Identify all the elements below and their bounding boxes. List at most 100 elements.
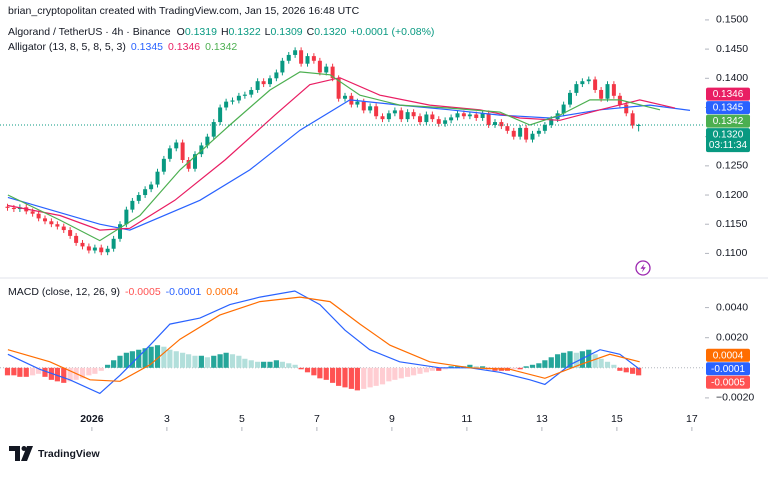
price-tag-label: -0.0001 [711,364,745,375]
price-tag-label: 0.0004 [713,350,744,361]
histogram-bar [555,354,561,368]
brand-logo [9,446,33,461]
candle-body [493,122,497,125]
x-tick-label: 7 [314,413,320,425]
candle-body [299,50,304,64]
histogram-bar [636,367,642,376]
candle-body [524,127,529,140]
candle-body [30,211,35,214]
candle-body [199,145,204,155]
y-tick-label: −0.0020 [716,392,754,404]
histogram-bar [348,367,354,389]
candle-body [361,101,366,111]
histogram-bar [117,355,123,368]
candle-body [599,89,604,99]
histogram-bar [373,367,379,386]
histogram-bar [148,346,154,368]
x-tick-label: 17 [686,413,698,425]
credit: brian_cryptopolitan created with Trading… [8,5,360,17]
candle-body [74,235,79,243]
histogram-bar [92,367,98,374]
candle-body [630,113,635,126]
histogram-bar [623,367,629,373]
histogram-bar [211,355,217,368]
candle-body [443,120,448,124]
histogram-bar [98,367,104,371]
candle-body [167,148,172,159]
x-tick-label: 5 [239,413,245,425]
y-tick-label: 0.1150 [716,218,747,230]
histogram-bar [292,364,298,368]
candle-body [293,50,298,55]
ohlc-value: 0.1319 [185,26,217,38]
candle-body [436,119,441,124]
y-tick-label: 0.1100 [716,247,747,259]
histogram-bar [105,364,111,368]
candle-body [268,78,272,85]
candle-body [392,110,397,114]
candle-body [111,238,116,249]
price-tag [706,114,750,128]
candle-body [636,124,641,126]
candle-body [505,126,510,131]
histogram-bar [298,367,304,370]
brand-name: TradingView [38,448,100,460]
candle-body [355,101,360,105]
candle-body [511,130,516,137]
histogram-bar [311,367,317,376]
candle-body [418,116,422,123]
x-tick-label: 2026 [80,413,104,425]
candle-body [218,107,223,123]
histogram-bar [598,358,604,368]
histogram-bar [573,352,579,368]
histogram-bar [330,367,336,383]
histogram-bar [123,352,129,368]
histogram-bar [36,367,42,374]
ohlc-key: C [307,26,315,38]
candle-body [411,112,416,117]
price-tag [706,375,750,389]
histogram-bar [436,367,442,371]
candle-body [311,56,316,61]
candle-body [5,206,10,208]
candle-body [368,106,373,111]
candle-body [586,79,591,82]
histogram-bar [255,361,261,368]
histogram-bar [198,355,204,368]
histogram-bar [267,361,273,368]
candle-body [480,113,485,118]
candle-body [92,247,97,251]
y-tick-label: 0.1450 [716,43,748,55]
candle-body [624,104,629,114]
histogram-bar [242,358,248,368]
histogram-bar [23,367,29,377]
ohlc-value: 0.1322 [229,26,261,38]
candle-body [68,230,73,236]
histogram-bar [4,367,11,376]
candle-body [568,92,572,105]
histogram-bar [180,352,186,368]
y-tick-label: 0.1250 [716,160,748,172]
indicator-value: 0.1345 [131,41,163,53]
change: +0.0001 (+0.08%) [350,26,434,38]
histogram-bar [604,361,611,368]
candle-body [161,158,166,172]
candle-body [86,246,91,251]
histogram-bar [630,367,636,374]
price-tag-label: 0.1346 [713,89,744,100]
histogram-bar [111,360,117,368]
histogram-bar [529,364,536,368]
histogram-bar [511,367,517,370]
histogram-bar [405,367,411,377]
histogram-bar [473,366,479,368]
ohlc-key: O [177,26,185,38]
histogram-bar [86,367,92,376]
candle-body [561,104,566,114]
x-tick-label: 11 [461,413,472,425]
price-tag-label: -0.0005 [711,377,745,388]
histogram-bar [548,357,554,368]
histogram-bar [11,367,17,376]
candle-body [124,209,129,225]
candle-body [118,224,122,239]
